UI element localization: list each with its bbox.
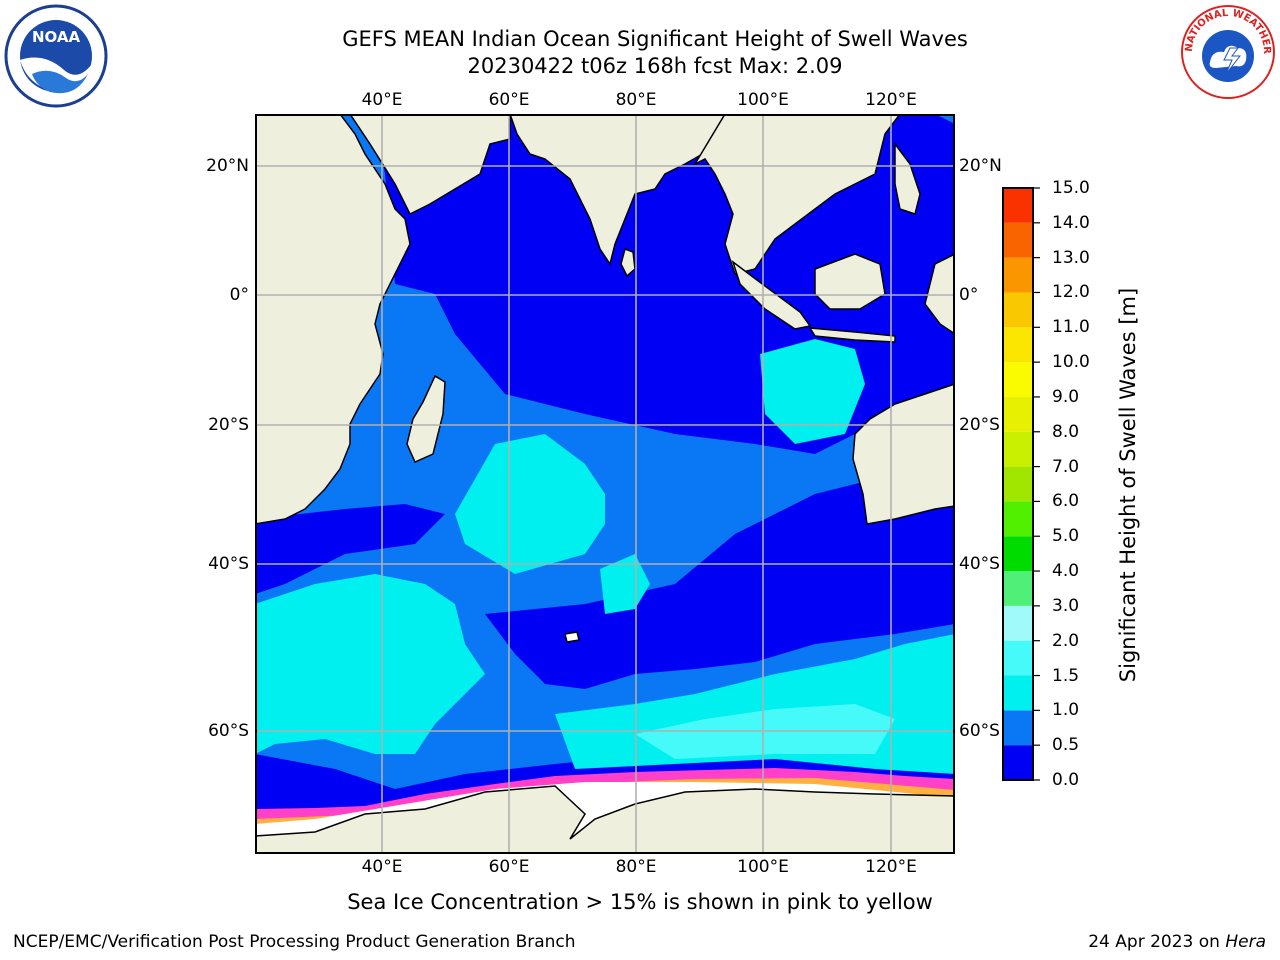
lat-label-left: 20°S: [208, 415, 249, 435]
graticule: [255, 114, 955, 854]
antarctica-land: [255, 785, 955, 854]
colorbar-tick-label: 4.0: [1052, 561, 1080, 582]
lat-label-right: 0°: [959, 285, 979, 305]
colorbar-tick-label: 7.0: [1052, 456, 1080, 477]
lon-label-top: 100°E: [737, 90, 789, 110]
colorbar-tick-label: 9.0: [1052, 386, 1080, 407]
low-swell-south: [485, 454, 955, 689]
colorbar-band: [1003, 571, 1033, 606]
nws-logo: NATIONAL WEATHER SERVICE: [1180, 4, 1275, 99]
colorbar-tick-label: 11.0: [1052, 317, 1090, 338]
madagascar-land: [406, 374, 446, 463]
lat-label-right: 40°S: [959, 554, 1000, 574]
australia-land: [852, 383, 955, 525]
colorbar-band: [1003, 605, 1033, 641]
colorbar-band: [1003, 675, 1033, 711]
map-frame: [255, 114, 955, 854]
colorbar: [1002, 187, 1040, 781]
footer-host: Hera: [1225, 932, 1266, 952]
lat-label-left: 0°: [229, 285, 249, 305]
noaa-logo: NOAA: [4, 4, 108, 108]
colorbar-band: [1003, 501, 1033, 537]
colorbar-tick-label: 14.0: [1052, 212, 1090, 233]
swell-patch-southwest: [255, 574, 485, 754]
lat-label-left: 40°S: [208, 554, 249, 574]
colorbar-tick-label: 15.0: [1052, 178, 1090, 198]
colorbar-band: [1003, 292, 1033, 328]
chart-title: GEFS MEAN Indian Ocean Significant Heigh…: [342, 27, 968, 51]
colorbar-tick-label: 0.5: [1052, 735, 1080, 756]
swell-patch-small: [600, 554, 650, 614]
lat-label-left: 20°N: [206, 156, 249, 176]
colorbar-tick-label: 13.0: [1052, 247, 1090, 268]
colorbar-tick-label: 5.0: [1052, 526, 1080, 547]
lon-label-bottom: 120°E: [865, 857, 917, 877]
colorbar-tick-label: 8.0: [1052, 421, 1080, 442]
lon-label-bottom: 60°E: [488, 857, 530, 877]
colorbar-tick-label: 0.0: [1052, 770, 1080, 790]
lon-label-top: 120°E: [865, 90, 917, 110]
swell-patch-central: [455, 434, 605, 574]
colorbar-band: [1003, 327, 1033, 363]
colorbar-tick-label: 12.0: [1052, 282, 1090, 303]
lat-label-left: 60°S: [208, 721, 249, 741]
footer-credit: NCEP/EMC/Verification Post Processing Pr…: [13, 932, 576, 952]
footer-date: 24 Apr 2023 on Hera: [1088, 932, 1266, 952]
colorbar-band: [1003, 745, 1033, 780]
low-swell-west: [255, 504, 445, 594]
colorbar-tick-label: 1.0: [1052, 700, 1080, 721]
srilanka-land: [620, 248, 636, 278]
colorbar-tick-label: 6.0: [1052, 491, 1080, 512]
colorbar-band: [1003, 396, 1033, 432]
colorbar-title: Significant Height of Swell Waves [m]: [1116, 287, 1140, 683]
colorbar-band: [1003, 710, 1033, 746]
africa-land: [255, 114, 411, 525]
colorbar-band: [1003, 188, 1033, 223]
svg-text:NOAA: NOAA: [32, 28, 81, 46]
lat-label-right: 20°N: [959, 156, 1002, 176]
java-land: [808, 327, 896, 343]
sea-ice-note: Sea Ice Concentration > 15% is shown in …: [347, 890, 933, 914]
chart-subtitle: 20230422 t06z 168h fcst Max: 2.09: [467, 54, 843, 78]
colorbar-band: [1003, 362, 1033, 397]
lon-label-bottom: 40°E: [361, 857, 403, 877]
kerguelen-island: [564, 631, 580, 643]
colorbar-tick-label: 3.0: [1052, 595, 1080, 616]
lon-label-bottom: 80°E: [615, 857, 657, 877]
colorbar-tick-label: 2.0: [1052, 630, 1080, 651]
lat-label-right: 60°S: [959, 721, 1000, 741]
southeast-asia-land: [693, 114, 901, 275]
lon-label-top: 80°E: [615, 90, 657, 110]
colorbar-band: [1003, 222, 1033, 258]
india-land: [509, 114, 726, 266]
footer-date-text: 24 Apr 2023 on: [1088, 932, 1226, 952]
arabia-land: [349, 114, 511, 216]
colorbar-band: [1003, 431, 1033, 467]
swell-patch-east: [760, 339, 865, 444]
colorbar-tick-label: 10.0: [1052, 352, 1090, 373]
lon-label-top: 40°E: [361, 90, 403, 110]
colorbar-band: [1003, 536, 1033, 572]
colorbar-tick-label: 1.5: [1052, 665, 1080, 686]
colorbar-band: [1003, 257, 1033, 293]
lon-label-bottom: 100°E: [737, 857, 789, 877]
colorbar-band: [1003, 466, 1033, 502]
philippines-land: [894, 141, 921, 215]
newguinea-land: [924, 253, 955, 335]
colorbar-band: [1003, 640, 1033, 676]
swell-height-map: [255, 114, 955, 854]
lon-label-top: 60°E: [488, 90, 530, 110]
lat-label-right: 20°S: [959, 415, 1000, 435]
